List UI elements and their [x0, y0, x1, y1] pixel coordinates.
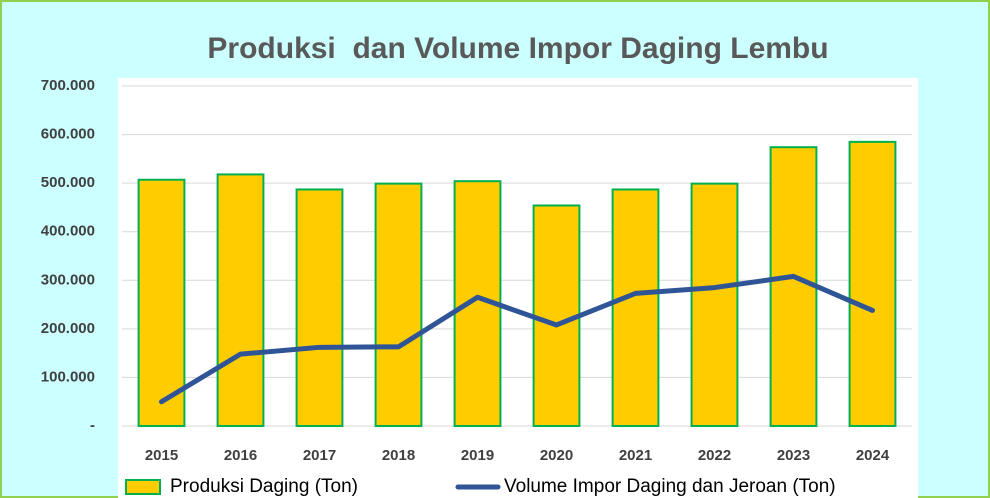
y-tick-label: 400.000 — [41, 223, 95, 240]
bar — [374, 182, 423, 427]
x-tick-label: 2015 — [145, 447, 178, 464]
x-tick-label: 2022 — [698, 447, 731, 464]
bar — [295, 188, 344, 427]
bar — [137, 178, 186, 427]
x-tick-label: 2020 — [540, 447, 573, 464]
bar — [848, 140, 897, 427]
x-tick-label: 2019 — [461, 447, 494, 464]
x-tick-label: 2023 — [777, 447, 810, 464]
legend-label: Produksi Daging (Ton) — [170, 476, 358, 497]
y-tick-label: 100.000 — [41, 368, 95, 385]
bar — [532, 204, 581, 427]
x-tick-label: 2017 — [303, 447, 336, 464]
x-tick-label: 2016 — [224, 447, 257, 464]
line — [159, 273, 875, 405]
y-tick-label: 500.000 — [41, 174, 95, 191]
y-tick-label: 600.000 — [41, 126, 95, 143]
legend-label: Volume Impor Daging dan Jeroan (Ton) — [504, 476, 836, 497]
y-tick-label: 200.000 — [41, 320, 95, 337]
y-tick-label: 300.000 — [41, 271, 95, 288]
x-tick-label: 2018 — [382, 447, 415, 464]
y-tick-label: 700.000 — [41, 77, 95, 94]
legend-background — [118, 474, 918, 498]
y-tick-label: - — [90, 417, 95, 434]
x-tick-label: 2024 — [856, 447, 890, 464]
bar — [216, 173, 265, 427]
x-tick-label: 2021 — [619, 447, 652, 464]
bar — [690, 182, 739, 427]
legend-swatch — [125, 479, 161, 495]
chart-title: Produksi dan Volume Impor Daging Lembu — [207, 32, 828, 65]
bar — [769, 146, 818, 427]
bar — [611, 188, 660, 427]
